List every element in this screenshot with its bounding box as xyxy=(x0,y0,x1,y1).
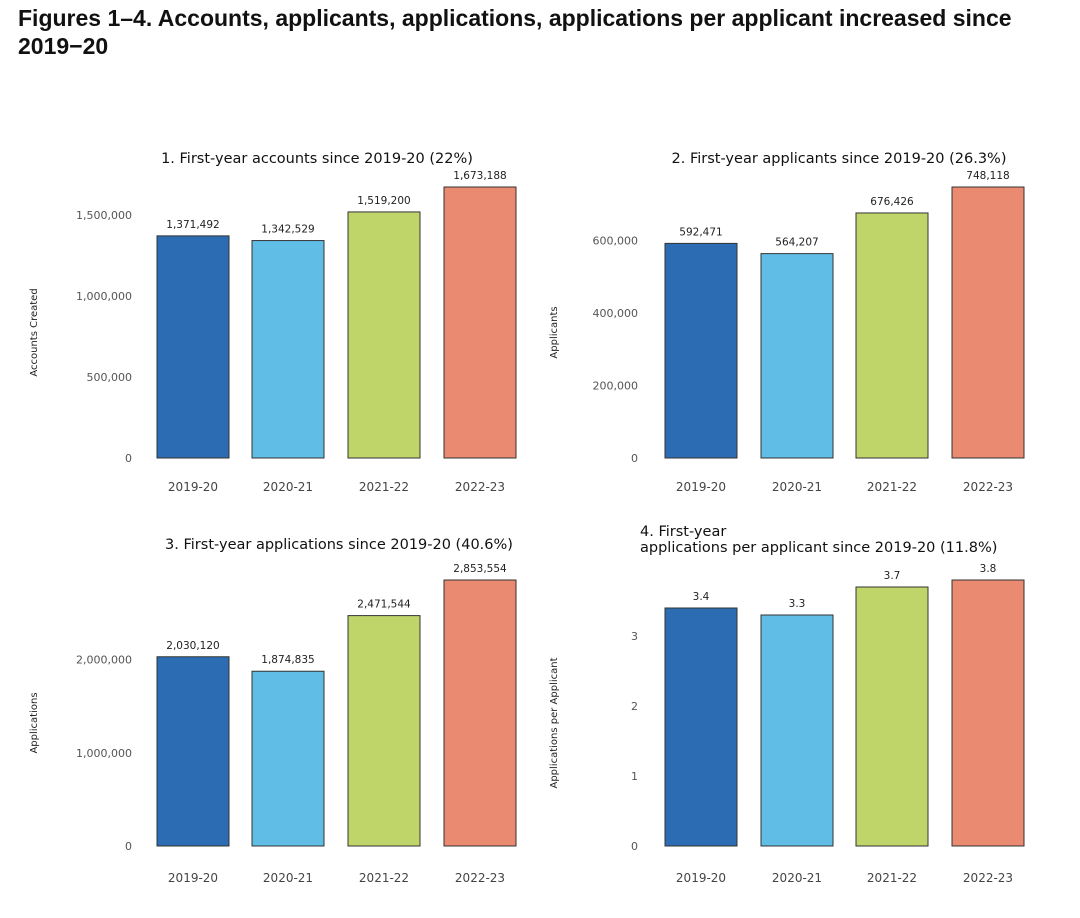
x-tick-label: 2020-21 xyxy=(772,480,822,494)
y-tick-label: 0 xyxy=(125,840,132,853)
x-tick-label: 2019-20 xyxy=(168,871,218,885)
chart-title: 4. First-year xyxy=(640,524,726,540)
y-tick-label: 600,000 xyxy=(593,235,639,248)
x-tick-label: 2019-20 xyxy=(676,480,726,494)
bar-2022-23 xyxy=(951,186,1025,459)
y-tick-label: 0 xyxy=(631,840,638,853)
bar-2020-21 xyxy=(760,253,834,459)
x-tick-label: 2020-21 xyxy=(263,871,313,885)
chart-applications: 3. First-year applications since 2019-20… xyxy=(29,537,517,885)
x-tick-label: 2022-23 xyxy=(963,871,1013,885)
data-label: 1,371,492 xyxy=(166,219,219,231)
x-tick-label: 2022-23 xyxy=(455,480,505,494)
data-label: 748,118 xyxy=(966,170,1009,182)
chart-title-line2: applications per applicant since 2019-20… xyxy=(640,540,997,556)
bar-2020-21 xyxy=(251,240,325,459)
bar-2020-21 xyxy=(760,614,834,847)
bar-2022-23 xyxy=(443,579,517,847)
x-tick-label: 2021-22 xyxy=(867,480,917,494)
y-tick-label: 400,000 xyxy=(593,307,639,320)
bar-2021-22 xyxy=(347,615,421,847)
data-label: 676,426 xyxy=(870,196,914,208)
data-label: 3.4 xyxy=(693,591,710,603)
bar-2022-23 xyxy=(443,186,517,459)
bar-2021-22 xyxy=(347,211,421,459)
x-tick-label: 2021-22 xyxy=(359,480,409,494)
bar-2022-23 xyxy=(951,579,1025,847)
y-tick-label: 0 xyxy=(631,452,638,465)
bar-2021-22 xyxy=(855,586,929,847)
y-tick-label: 2 xyxy=(631,700,638,713)
x-tick-label: 2020-21 xyxy=(772,871,822,885)
data-label: 1,342,529 xyxy=(261,224,314,236)
bar-2019-20 xyxy=(664,242,738,459)
y-axis-label: Applicants xyxy=(549,306,560,358)
data-label: 3.7 xyxy=(884,570,901,582)
y-tick-label: 0 xyxy=(125,452,132,465)
data-label: 3.8 xyxy=(980,563,997,575)
y-tick-label: 1 xyxy=(631,770,638,783)
data-label: 1,519,200 xyxy=(357,195,410,207)
chart-applicants: 2. First-year applicants since 2019-20 (… xyxy=(549,151,1025,494)
figure-title: Figures 1–4. Accounts, applicants, appli… xyxy=(18,5,1012,59)
data-label: 2,030,120 xyxy=(166,640,219,652)
bar-2019-20 xyxy=(156,235,230,459)
chart-title: 2. First-year applicants since 2019-20 (… xyxy=(672,151,1007,167)
chart-title: 3. First-year applications since 2019-20… xyxy=(165,537,513,553)
bar-2020-21 xyxy=(251,670,325,847)
data-label: 1,874,835 xyxy=(261,654,314,666)
y-axis-label: Applications per Applicant xyxy=(549,657,560,788)
y-tick-label: 3 xyxy=(631,630,638,643)
bar-2019-20 xyxy=(664,607,738,847)
y-tick-label: 1,000,000 xyxy=(76,290,132,303)
data-label: 2,853,554 xyxy=(453,563,507,575)
chart-title: 1. First-year accounts since 2019-20 (22… xyxy=(161,151,473,167)
data-label: 592,471 xyxy=(679,226,722,238)
data-label: 2,471,544 xyxy=(357,599,411,611)
chart-accounts: 1. First-year accounts since 2019-20 (22… xyxy=(29,151,517,494)
y-tick-label: 200,000 xyxy=(593,380,639,393)
data-label: 564,207 xyxy=(775,237,818,249)
x-tick-label: 2022-23 xyxy=(963,480,1013,494)
x-tick-label: 2021-22 xyxy=(867,871,917,885)
y-tick-label: 1,000,000 xyxy=(76,747,132,760)
x-tick-label: 2019-20 xyxy=(676,871,726,885)
y-axis-label: Applications xyxy=(29,692,40,753)
x-tick-label: 2019-20 xyxy=(168,480,218,494)
data-label: 3.3 xyxy=(789,598,806,610)
y-tick-label: 1,500,000 xyxy=(76,209,132,222)
y-tick-label: 2,000,000 xyxy=(76,654,132,667)
x-tick-label: 2021-22 xyxy=(359,871,409,885)
data-label: 1,673,188 xyxy=(453,170,506,182)
x-tick-label: 2022-23 xyxy=(455,871,505,885)
bar-2021-22 xyxy=(855,212,929,459)
y-tick-label: 500,000 xyxy=(87,371,133,384)
y-axis-label: Accounts Created xyxy=(29,288,40,376)
x-tick-label: 2020-21 xyxy=(263,480,313,494)
bar-2019-20 xyxy=(156,656,230,847)
